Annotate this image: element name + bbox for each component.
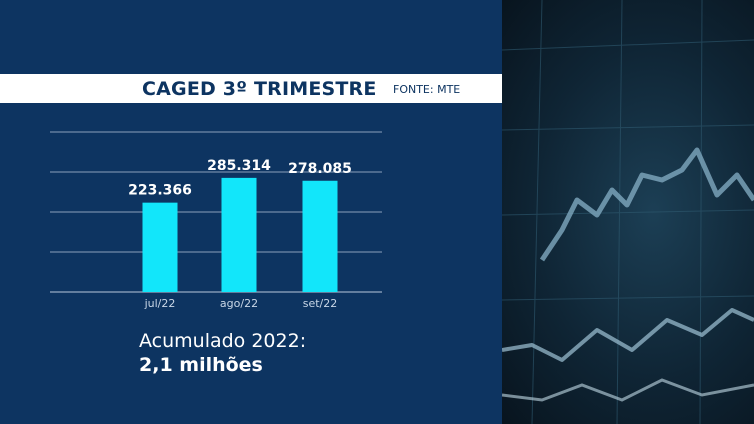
data-label-2: 285.314 <box>207 158 271 174</box>
chart-title: CAGED 3º TRIMESTRE <box>142 78 377 100</box>
bar-2 <box>221 177 257 292</box>
x-tick-label-1: jul/22 <box>144 297 176 310</box>
bar-chart: 223.366 jul/22 285.314 ago/22 278.085 set/22 <box>50 131 382 310</box>
data-label-1: 223.366 <box>128 183 192 199</box>
bar-1 <box>142 202 178 292</box>
bar-3 <box>302 180 338 292</box>
title-bar: CAGED 3º TRIMESTRE FONTE: MTE <box>0 74 502 103</box>
data-label-3: 278.085 <box>288 161 352 177</box>
source-label: FONTE: MTE <box>393 83 461 96</box>
accumulated-value: 2,1 milhões <box>139 354 263 376</box>
x-tick-label-3: set/22 <box>303 297 338 310</box>
x-tick-label-2: ago/22 <box>220 297 258 310</box>
accumulated-label: Acumulado 2022: <box>139 330 307 352</box>
background-line-chart-image <box>502 0 754 424</box>
background-chart-photo <box>502 0 754 424</box>
